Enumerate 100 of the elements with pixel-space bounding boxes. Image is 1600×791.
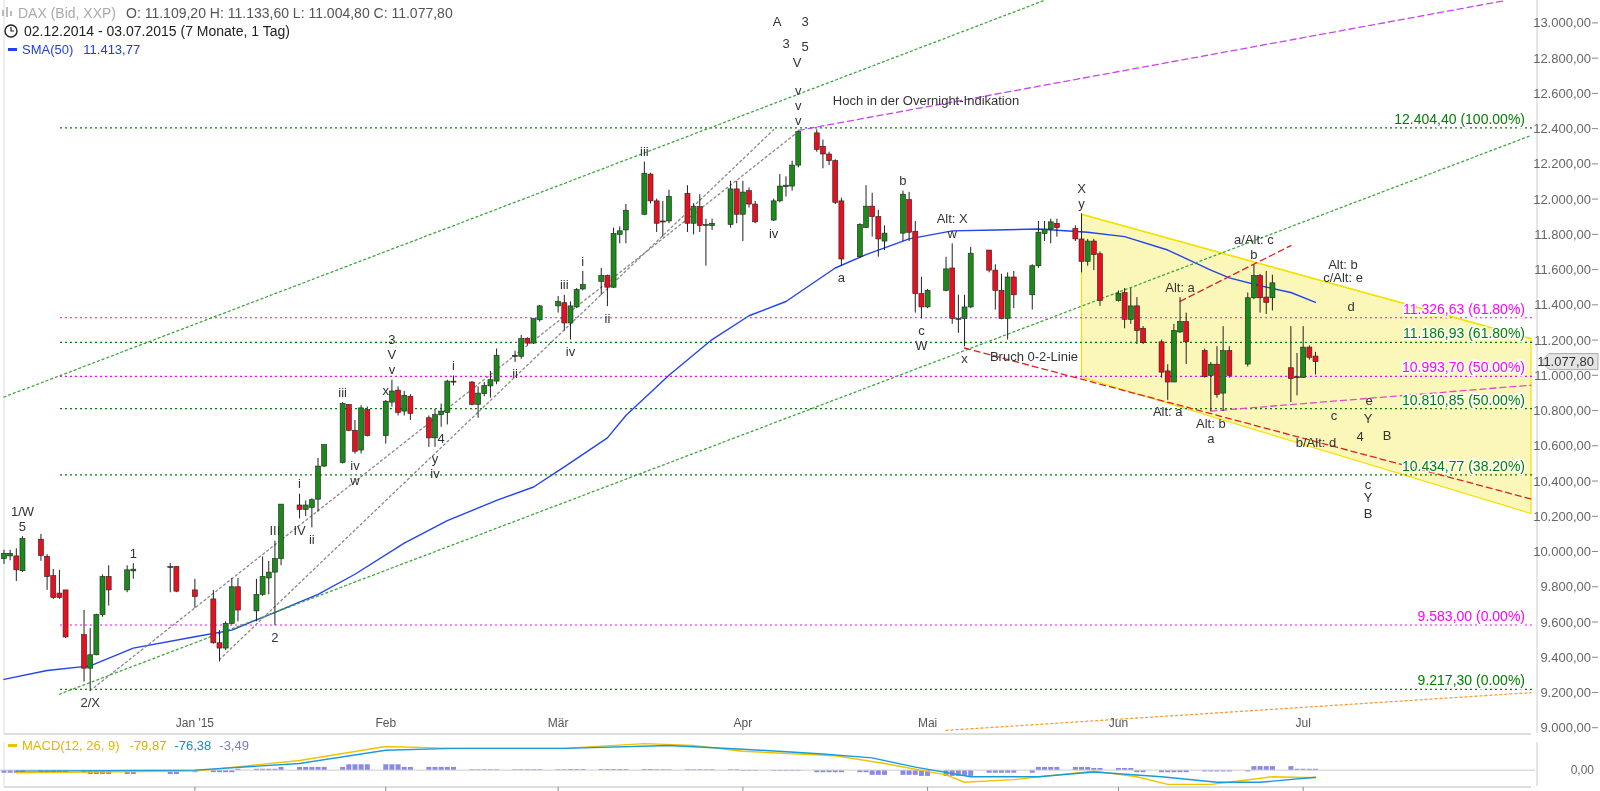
y-tick-label: 9.200,00	[1540, 685, 1591, 701]
annotation: ii	[512, 366, 519, 382]
y-tick-label: 10.800,00	[1533, 403, 1591, 419]
annotation: a	[1207, 430, 1216, 446]
annotation: W	[915, 337, 929, 353]
y-tick-label: 11.200,00	[1534, 332, 1591, 348]
ref-line-label: 9.217,30 (0.00%)	[1417, 672, 1525, 689]
annotation: V	[792, 54, 802, 70]
annotation: v	[795, 98, 803, 114]
annotation: iii	[640, 144, 649, 160]
annotation: 3	[782, 35, 790, 51]
annotation: b	[1250, 247, 1258, 263]
annotation: iii	[338, 384, 348, 400]
y-tick-label: 12.400,00	[1533, 121, 1591, 137]
legend-label: MACD(12, 26, 9)	[22, 738, 120, 753]
annotation: B	[1382, 427, 1392, 443]
y-tick-label: 11.800,00	[1534, 226, 1591, 242]
annotation: v	[795, 83, 803, 99]
annotation: ii	[604, 310, 611, 326]
annotation: -3,49	[219, 738, 249, 753]
annotation: c	[918, 322, 926, 338]
x-tick-label: Mär	[547, 716, 569, 730]
annotation: a/Alt: c	[1234, 232, 1275, 248]
x-tick-label: Mai	[917, 716, 938, 730]
x-tick-label: Jan '15	[175, 716, 215, 730]
ref-line-label: 10.434,77 (38.20%)	[1402, 457, 1525, 474]
y-tick-label: 11.400,00	[1534, 297, 1591, 313]
annotation: A	[772, 13, 782, 29]
annotation: v	[388, 362, 396, 378]
annotation: x	[961, 350, 969, 366]
annotation: IV	[293, 522, 307, 538]
annotation: 4	[437, 431, 445, 447]
text: 0,00	[1570, 763, 1595, 778]
y-tick-label: 12.000,00	[1533, 191, 1591, 207]
annotation: 1	[129, 545, 137, 561]
y-tick-label: 10.000,00	[1533, 544, 1591, 560]
y-tick-label: 9.600,00	[1540, 614, 1591, 630]
ref-line-label: 11.186,93 (61.80%)	[1403, 325, 1525, 342]
annotation: 11.413,77	[83, 42, 141, 57]
annotation: i	[298, 476, 302, 492]
annotation: 5	[18, 518, 27, 534]
annotation: O: 11.109,20 H: 11.133,60 L: 11.004,80 C: 11.077,80	[126, 5, 453, 21]
annotation: i	[581, 253, 585, 269]
annotation: v	[795, 113, 803, 129]
annotation: iv	[350, 458, 361, 474]
annotation: X	[1077, 180, 1087, 196]
annotation: 5	[801, 38, 809, 54]
annotation: x	[382, 382, 390, 398]
annotation: Alt: a	[1152, 404, 1184, 420]
annotation: c/Alt: e	[1323, 269, 1363, 285]
y-tick-label: 10.600,00	[1533, 438, 1591, 454]
annotation: a	[837, 270, 846, 286]
annotation: iv	[768, 225, 779, 241]
annotation: c	[1330, 407, 1338, 423]
y-tick-label: 11.600,00	[1534, 262, 1591, 278]
y-tick-label: 9.800,00	[1540, 579, 1591, 595]
annotation: i	[452, 358, 456, 374]
y-tick-label: 10.400,00	[1533, 473, 1591, 489]
annotation: w	[349, 473, 361, 489]
annotation: w	[946, 225, 958, 241]
y-tick-label: 12.600,00	[1533, 85, 1591, 101]
x-tick-label: Jun	[1108, 716, 1129, 730]
annotation: ii	[308, 531, 315, 547]
annotation: -76,38	[174, 738, 212, 753]
y-tick-label: 10.200,00	[1533, 508, 1591, 524]
annotation: Y	[1363, 410, 1373, 426]
ref-line-label: 9.583,00 (0.00%)	[1417, 607, 1525, 624]
annotation: 2/X	[80, 695, 101, 711]
text: 02.12.2014 - 03.07.2015 (7 Monate, 1 Tag)	[24, 23, 290, 39]
annotation: iv	[430, 466, 441, 482]
annotation: 3	[388, 332, 396, 348]
y-tick-label: 12.200,00	[1533, 156, 1591, 172]
annotation: Alt: a	[1165, 279, 1196, 295]
annotation: Alt: b	[1328, 256, 1358, 272]
y-tick-label: 9.000,00	[1540, 720, 1591, 736]
text: 11.077,80	[1537, 354, 1594, 370]
x-tick-label: Apr	[733, 716, 753, 730]
y-tick-label: 9.400,00	[1540, 649, 1591, 665]
x-tick-label: Feb	[375, 716, 397, 730]
annotation: Alt: b	[1196, 415, 1226, 431]
annotation: 2	[271, 629, 279, 645]
annotation: iv	[565, 344, 576, 360]
annotation: b	[899, 173, 907, 189]
annotation: y	[431, 451, 439, 467]
annotation: V	[387, 347, 397, 363]
x-tick-label: Jul	[1295, 716, 1311, 730]
annotation: B	[1363, 505, 1373, 521]
annotation: iii	[559, 277, 569, 293]
annotation: Bruch 0-2-Linie	[989, 348, 1079, 364]
annotation: 3	[801, 13, 809, 29]
y-tick-label: 12.800,00	[1533, 50, 1591, 66]
annotation: d	[1347, 298, 1355, 314]
y-tick-label: 13.000,00	[1533, 15, 1591, 31]
y-tick-label: 11.000,00	[1534, 367, 1591, 383]
annotation: 1/W	[10, 503, 35, 519]
ref-line-label: 10.810,85 (50.00%)	[1402, 391, 1525, 408]
annotation: e	[1365, 392, 1373, 408]
annotation: -79,87	[129, 738, 167, 753]
legend-label: SMA(50)	[22, 42, 74, 57]
chart-title: DAX (Bid, XXP)	[18, 5, 117, 21]
